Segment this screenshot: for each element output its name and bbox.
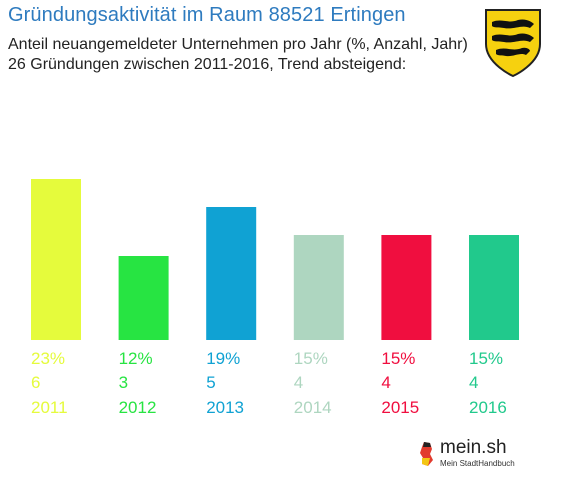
count-label-2013: 5 (206, 373, 215, 392)
percent-label-2013: 19% (206, 349, 240, 368)
count-label-2014: 4 (294, 373, 303, 392)
bar-2012 (118, 256, 169, 340)
chart-subtitle-line-1: Anteil neuangemeldeter Unternehmen pro J… (8, 36, 468, 53)
logo-name: mein.sh (440, 437, 507, 458)
year-label-2012: 2012 (119, 398, 157, 417)
count-label-2012: 3 (119, 373, 128, 392)
bar-2015 (381, 235, 432, 340)
bar-2013 (206, 207, 257, 340)
year-label-2011: 2011 (31, 398, 68, 417)
chart-title: Gründungsaktivität im Raum 88521 Ertinge… (8, 4, 406, 26)
mein-sh-logo: mein.sh Mein StadtHandbuch (418, 437, 538, 473)
count-label-2016: 4 (469, 373, 478, 392)
bar-2011 (31, 179, 81, 340)
percent-label-2016: 15% (469, 349, 503, 368)
count-label-2011: 6 (31, 373, 40, 392)
percent-label-2014: 15% (294, 349, 328, 368)
year-label-2013: 2013 (206, 398, 244, 417)
count-label-2015: 4 (381, 373, 390, 392)
year-label-2015: 2015 (381, 398, 419, 417)
percent-label-2012: 12% (119, 349, 153, 368)
coat-of-arms-icon (478, 2, 548, 80)
bar-2016 (469, 235, 519, 340)
year-label-2016: 2016 (469, 398, 507, 417)
percent-label-2011: 23% (31, 349, 65, 368)
logo-tagline: Mein StadtHandbuch (440, 459, 515, 468)
percent-label-2015: 15% (381, 349, 415, 368)
year-label-2014: 2014 (294, 398, 332, 417)
chart-subtitle-line-2: 26 Gründungen zwischen 2011-2016, Trend … (8, 56, 407, 73)
bar-2014 (293, 235, 344, 340)
germany-map-icon (420, 442, 433, 466)
